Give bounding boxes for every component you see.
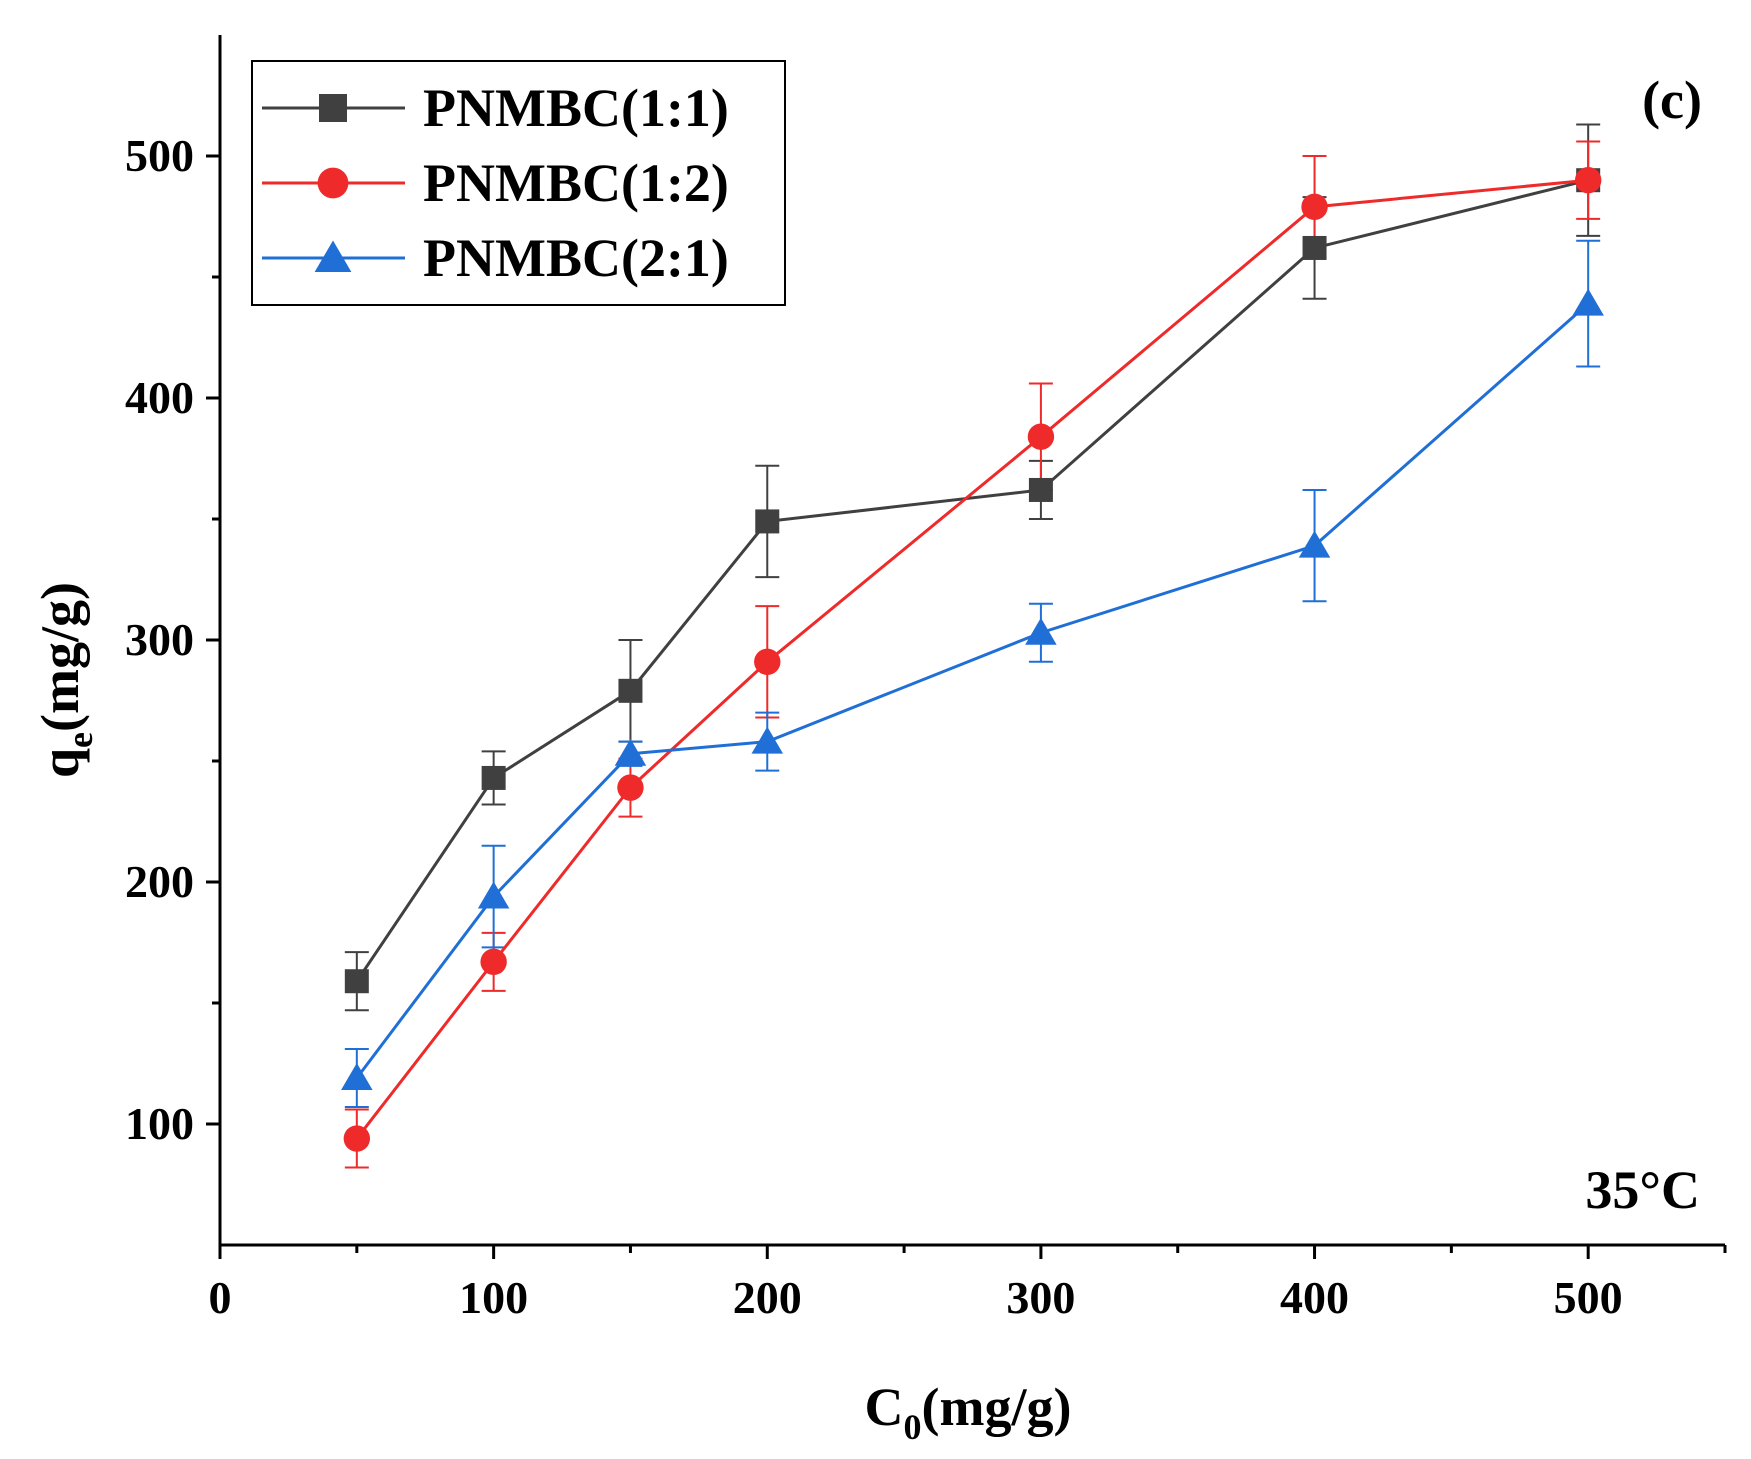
x-axis-title-subscript: 0 xyxy=(904,1407,922,1447)
x-tick-label: 100 xyxy=(459,1272,528,1323)
x-tick-label: 400 xyxy=(1280,1272,1349,1323)
data-point-pnmbc-1-2 xyxy=(1301,193,1328,221)
y-axis-title: qe(mg/g) xyxy=(30,582,100,778)
data-point-pnmbc-1-2 xyxy=(1027,423,1055,450)
data-point-pnmbc-1-1 xyxy=(755,509,780,534)
y-tick-label: 300 xyxy=(125,614,194,665)
data-point-pnmbc-1-1 xyxy=(344,969,369,994)
x-axis-title-units: (mg/g) xyxy=(922,1377,1072,1437)
data-point-pnmbc-2-1 xyxy=(614,738,647,766)
legend: PNMBC(1:1) PNMBC(1:2) PNMBC(2:1) xyxy=(251,60,786,306)
tick-labels: 0 100 200 300 400 500 100 200 300 400 500 xyxy=(125,130,1623,1323)
x-tick-label: 300 xyxy=(1006,1272,1075,1323)
data-point-pnmbc-2-1 xyxy=(341,1063,373,1091)
y-tick-label: 400 xyxy=(125,372,194,423)
axis-ticks xyxy=(206,154,1727,1259)
data-point-pnmbc-1-1 xyxy=(1028,477,1053,502)
data-point-pnmbc-2-1 xyxy=(1298,530,1331,558)
x-axis-title: C0(mg/g) xyxy=(865,1377,1072,1447)
data-point-pnmbc-2-1 xyxy=(1025,617,1057,645)
legend-label-pnmbc-2-1: PNMBC(2:1) xyxy=(423,228,729,288)
legend-entries: PNMBC(1:1) PNMBC(1:2) PNMBC(2:1) xyxy=(262,78,729,288)
panel-label: (c) xyxy=(1642,70,1702,130)
data-point-pnmbc-1-2 xyxy=(617,774,644,801)
x-axis-title-main: C xyxy=(865,1377,904,1437)
legend-label-pnmbc-1-1: PNMBC(1:1) xyxy=(423,78,729,138)
data-point-pnmbc-1-2 xyxy=(480,948,507,976)
x-tick-label: 500 xyxy=(1554,1272,1623,1323)
x-tick-label: 0 xyxy=(209,1272,232,1323)
data-point-pnmbc-1-1 xyxy=(481,765,506,790)
data-point-pnmbc-2-1 xyxy=(751,726,784,754)
y-tick-label: 100 xyxy=(125,1098,194,1149)
data-point-pnmbc-1-1 xyxy=(618,678,643,703)
data-point-pnmbc-1-2 xyxy=(754,648,781,675)
legend-label-pnmbc-1-2: PNMBC(1:2) xyxy=(423,153,729,213)
data-point-pnmbc-1-2 xyxy=(1574,167,1602,194)
data-point-pnmbc-2-1 xyxy=(477,881,510,909)
legend-marker-pnmbc-2-1 xyxy=(314,240,352,272)
temperature-annotation: 35°C xyxy=(1585,1160,1700,1220)
y-axis-title-main: q xyxy=(30,748,90,778)
series-markers xyxy=(341,167,1604,1152)
data-point-pnmbc-2-1 xyxy=(1572,288,1604,316)
y-axis-title-subscript: e xyxy=(60,732,100,748)
legend-marker-pnmbc-1-2 xyxy=(317,167,349,199)
data-point-pnmbc-1-1 xyxy=(1302,235,1327,260)
y-axis-title-units: (mg/g) xyxy=(30,582,90,732)
y-tick-label: 500 xyxy=(125,130,194,181)
legend-marker-pnmbc-1-1 xyxy=(319,94,347,122)
x-tick-label: 200 xyxy=(733,1272,802,1323)
y-tick-label: 200 xyxy=(125,856,194,907)
data-point-pnmbc-1-2 xyxy=(343,1125,371,1152)
